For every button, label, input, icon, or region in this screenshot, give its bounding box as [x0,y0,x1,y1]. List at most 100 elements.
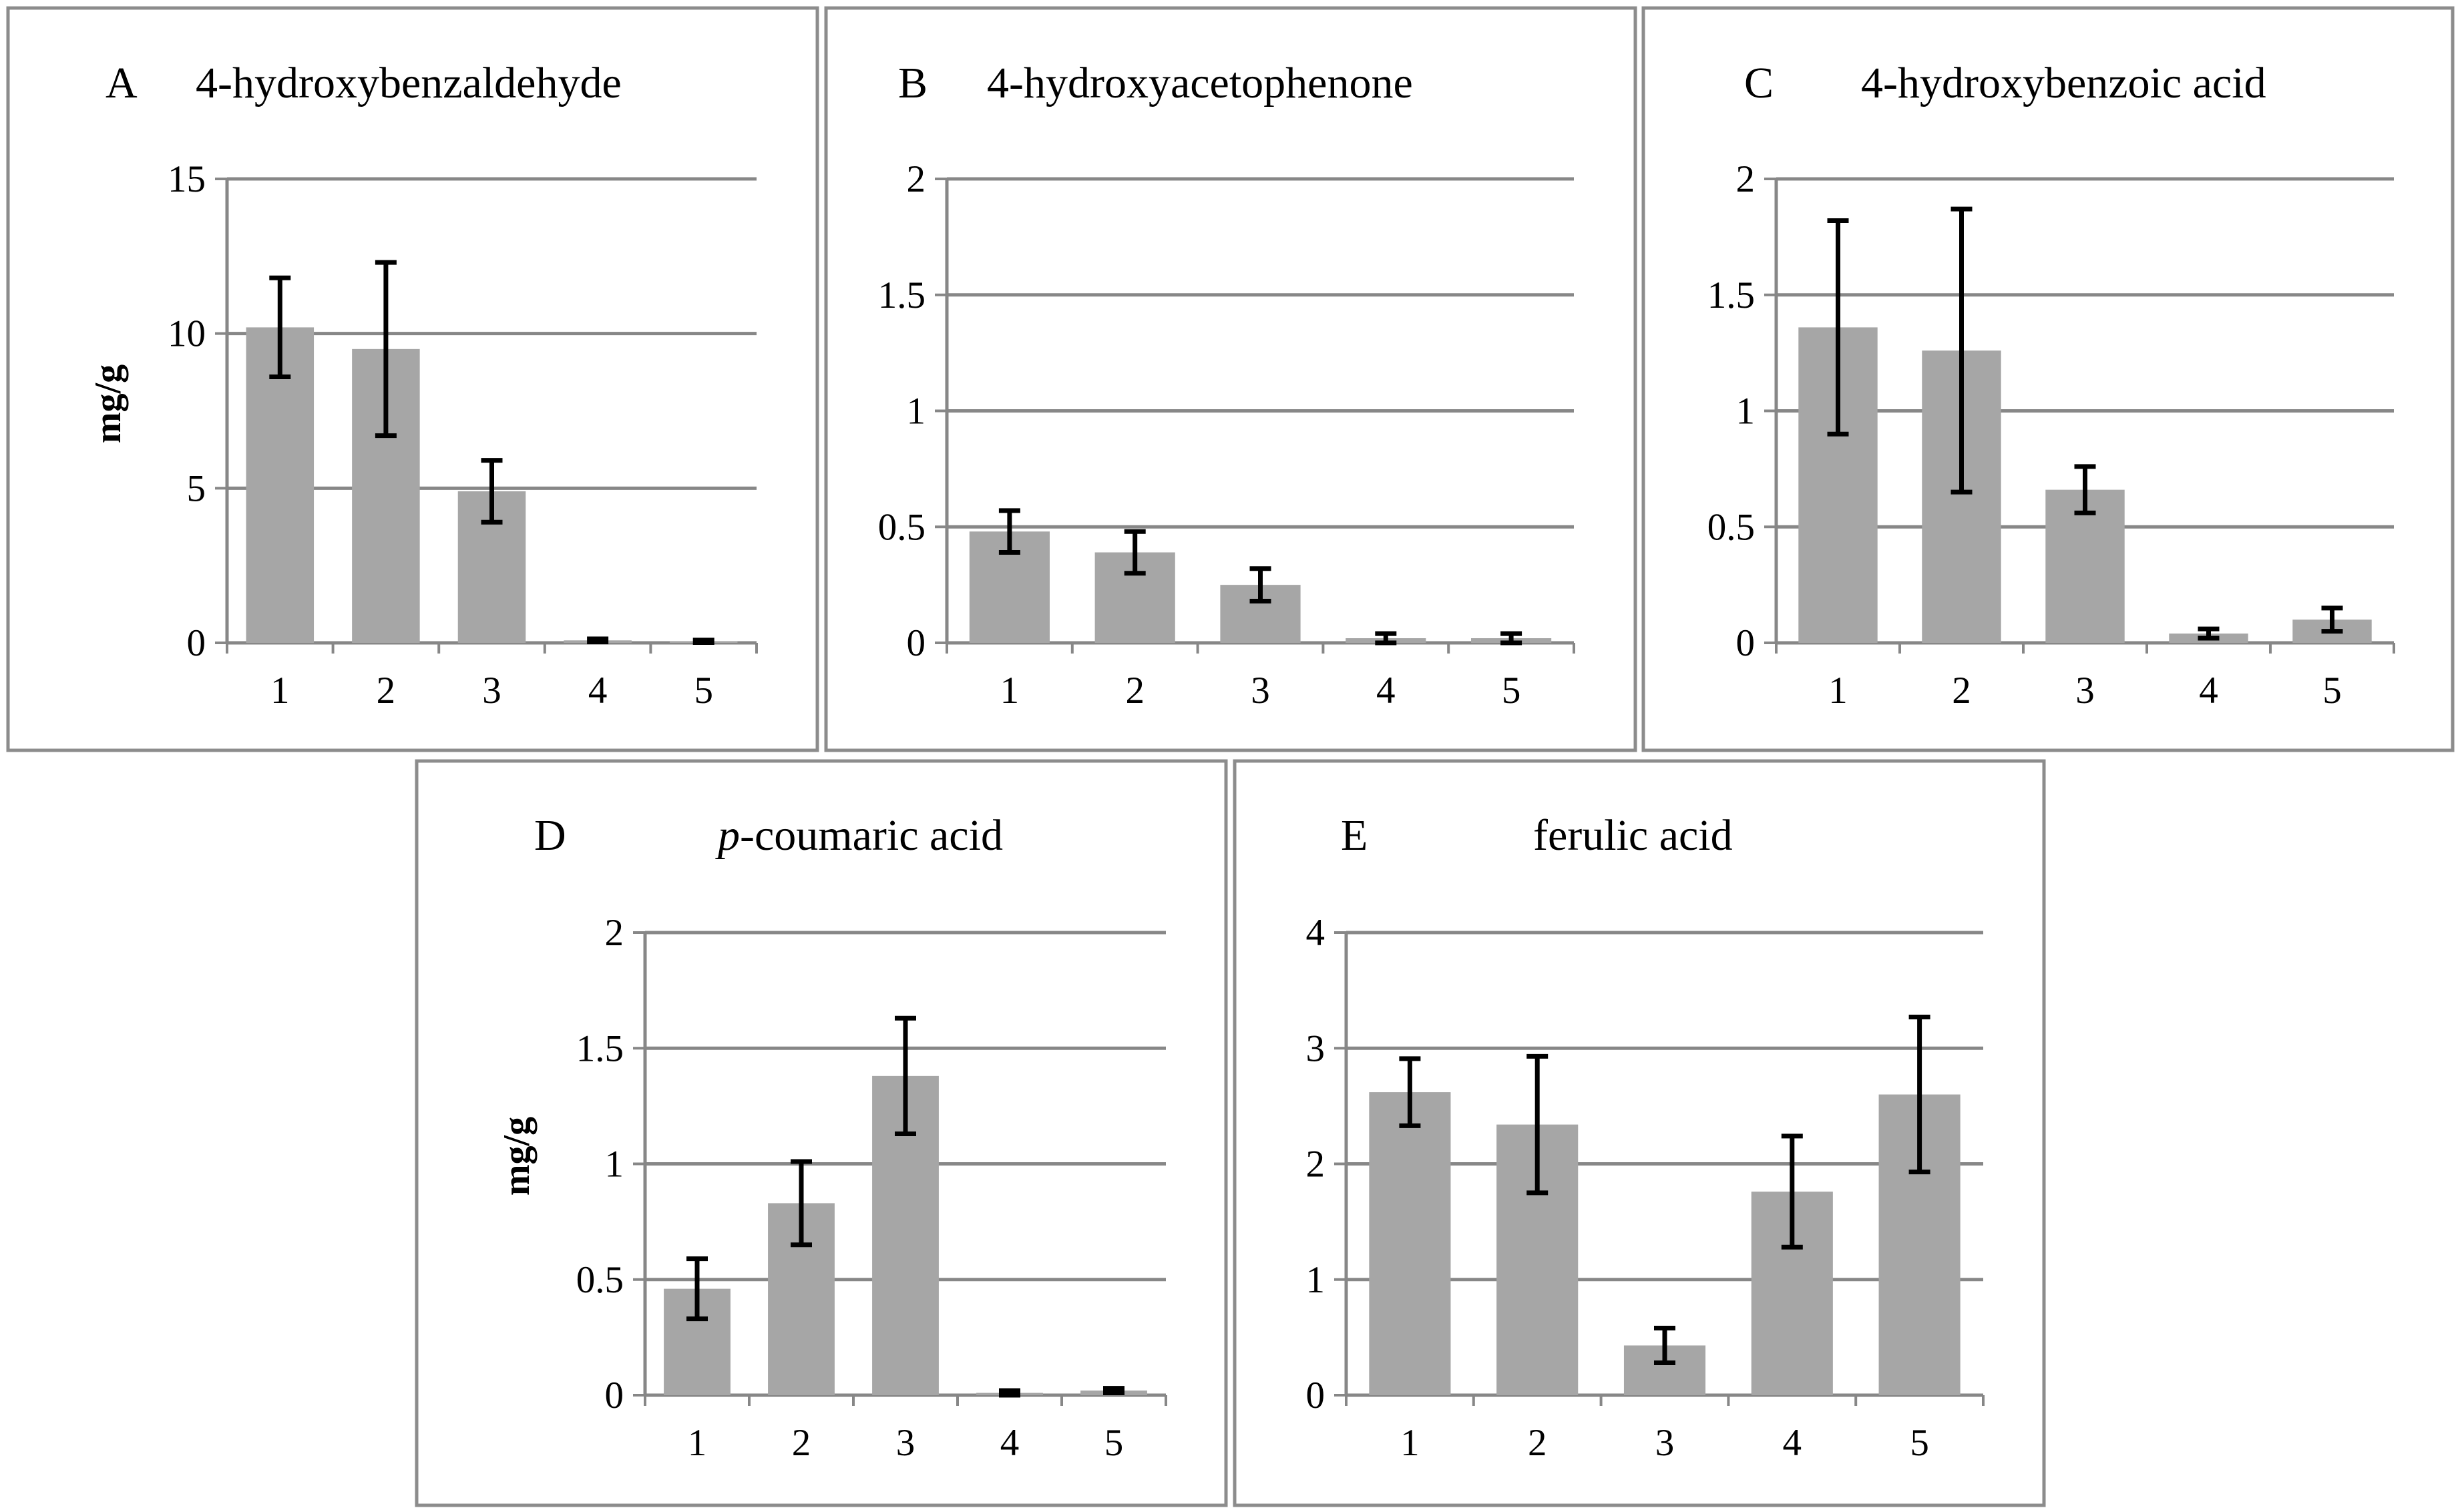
panel-e-plot: 0 1 2 3 4 1 2 3 4 5 [1306,912,1985,1464]
panel-d-x-tick-label: 4 [1000,1422,1020,1464]
panel-b-y-tick-label: 1.5 [878,274,926,316]
panel-a: A 4-hydroxybenzaldehyde mg/g 0 5 10 15 1 2 3 4 5 [6,6,819,752]
panel-b-x-tick-label: 5 [1502,670,1521,712]
panel-a-title-main: 4-hydroxybenzaldehyde [196,59,622,107]
panel-a-x-tick-label: 2 [377,670,396,712]
panel-c-y-tick-label: 1.5 [1707,274,1755,316]
panel-d-letter: D [534,811,566,860]
panel-a-y-tick-label: 15 [168,158,206,200]
panel-d-x-tick-label: 5 [1104,1422,1124,1464]
panel-e-x-tick-label: 3 [1655,1422,1675,1464]
panel-d-error-bar [791,1159,812,1248]
panel-b-letter: B [898,59,928,107]
panel-e-x-tick-label: 4 [1783,1422,1802,1464]
panel-a-error-bar [375,260,397,439]
panel-b-error-bar [1124,529,1146,576]
panel-c-error-bar [2198,626,2220,641]
panel-a-error-bar [587,636,609,645]
panel-a-title: 4-hydroxybenzaldehyde [196,59,622,107]
panel-c-error-bar [2074,464,2096,515]
panel-a-x-tick-label: 1 [270,670,290,712]
panel-c-error-bar [1951,206,1973,495]
panel-b-x-tick-label: 1 [1000,670,1020,712]
panel-b-error-bar [1500,631,1522,646]
panel-c-y-tick-label: 0.5 [1707,506,1755,548]
panel-c-plot: 0 0.5 1 1.5 2 1 2 3 4 5 [1707,158,2395,712]
panel-b-title-main: 4-hydroxyacetophenone [987,59,1413,107]
panel-e-error-bar [1654,1326,1675,1365]
panel-d-x-tick-label: 3 [896,1422,915,1464]
panel-d-y-tick-label: 0 [605,1374,624,1417]
panel-e: E ferulic acid 0 1 2 3 4 1 2 3 4 5 [1233,759,2046,1507]
panel-c-title: 4-hydroxybenzoic acid [1861,59,2266,107]
panel-a-error-bar [692,638,714,646]
panel-b-error-bar [998,508,1020,555]
panel-d-error-bar [1103,1386,1124,1396]
panel-e-error-bar [1908,1014,1930,1175]
panel-c-x-tick-label: 3 [2075,670,2095,712]
panel-a-x-tick-label: 3 [482,670,501,712]
panel-c-title-main: 4-hydroxybenzoic acid [1861,59,2266,107]
panel-d-title-italic: p [715,811,740,860]
panel-c-x-tick-label: 1 [1828,670,1848,712]
panel-d-error-bar [686,1256,708,1322]
panel-d-ylabel: mg/g [496,1117,538,1196]
panel-b-x-tick-label: 3 [1251,670,1270,712]
panel-b-y-tick-label: 0.5 [878,506,926,548]
panel-e-y-tick-label: 0 [1306,1374,1325,1417]
panel-d-y-tick-label: 0.5 [576,1259,624,1301]
panel-b-error-bar [1249,566,1271,603]
panel-b-y-tick-label: 0 [907,622,926,664]
panel-d-y-tick-label: 1 [605,1144,624,1186]
panel-e-y-tick-label: 4 [1306,912,1325,954]
panel-c-letter: C [1744,59,1774,107]
panel-d: D p-coumaric acid mg/g 0 0.5 1 1.5 2 1 2 3 4 5 [415,759,1228,1507]
panel-a-y-tick-label: 10 [168,313,206,355]
panel-d-x-tick-label: 2 [792,1422,811,1464]
panel-b-error-bar [1375,631,1397,646]
panel-d-plot: 0 0.5 1 1.5 2 1 2 3 4 5 [576,912,1167,1464]
panel-a-x-tick-label: 4 [588,670,608,712]
panel-c-y-tick-label: 2 [1736,158,1756,200]
panel-e-bar [1369,1092,1451,1395]
panel-d-title-main: -coumaric acid [740,811,1003,860]
panel-a-x-tick-label: 5 [694,670,713,712]
panel-a-bar [246,327,315,643]
panel-a-y-tick-label: 5 [187,467,206,509]
panel-e-y-tick-label: 2 [1306,1144,1325,1186]
panel-d-y-tick-label: 1.5 [576,1027,624,1069]
panel-e-error-bar [1781,1133,1803,1250]
panel-e-error-bar [1526,1053,1549,1196]
panel-c-error-bar [1827,218,1849,437]
panel-d-error-bar [895,1015,916,1136]
panel-d-x-tick-label: 1 [688,1422,707,1464]
panel-e-letter: E [1341,811,1368,860]
panel-b-plot: 0 0.5 1 1.5 2 1 2 3 4 5 [878,158,1575,712]
panel-e-x-tick-label: 5 [1910,1422,1929,1464]
panel-c-x-tick-label: 5 [2322,670,2342,712]
panel-d-error-bar [999,1388,1020,1398]
panel-c-x-tick-label: 4 [2199,670,2218,712]
panel-a-letter: A [106,59,138,107]
panel-c-y-tick-label: 1 [1736,391,1756,433]
panel-b-x-tick-label: 4 [1376,670,1396,712]
panel-e-y-tick-label: 3 [1306,1027,1325,1069]
panel-e-x-tick-label: 1 [1400,1422,1420,1464]
panel-a-plot: 0 5 10 15 1 2 3 4 5 [168,158,758,712]
panel-a-error-bar [269,275,291,380]
panel-e-title-main: ferulic acid [1533,811,1733,860]
panel-e-error-bar [1399,1056,1421,1128]
panel-a-error-bar [481,458,503,525]
panel-b-title: 4-hydroxyacetophenone [987,59,1413,107]
panel-c-error-bar [2321,605,2343,634]
panel-e-title: ferulic acid [1533,811,1733,860]
panel-c-y-tick-label: 0 [1736,622,1756,664]
panel-a-y-tick-label: 0 [187,622,206,664]
panel-b-y-tick-label: 2 [907,158,926,200]
panel-b: B 4-hydroxyacetophenone 0 0.5 1 1.5 2 1 2 3 4 5 [824,6,1637,752]
panel-a-ylabel: mg/g [87,364,129,443]
panel-c-x-tick-label: 2 [1952,670,1971,712]
panel-b-x-tick-label: 2 [1125,670,1145,712]
panel-d-title: p-coumaric acid [715,811,1003,860]
